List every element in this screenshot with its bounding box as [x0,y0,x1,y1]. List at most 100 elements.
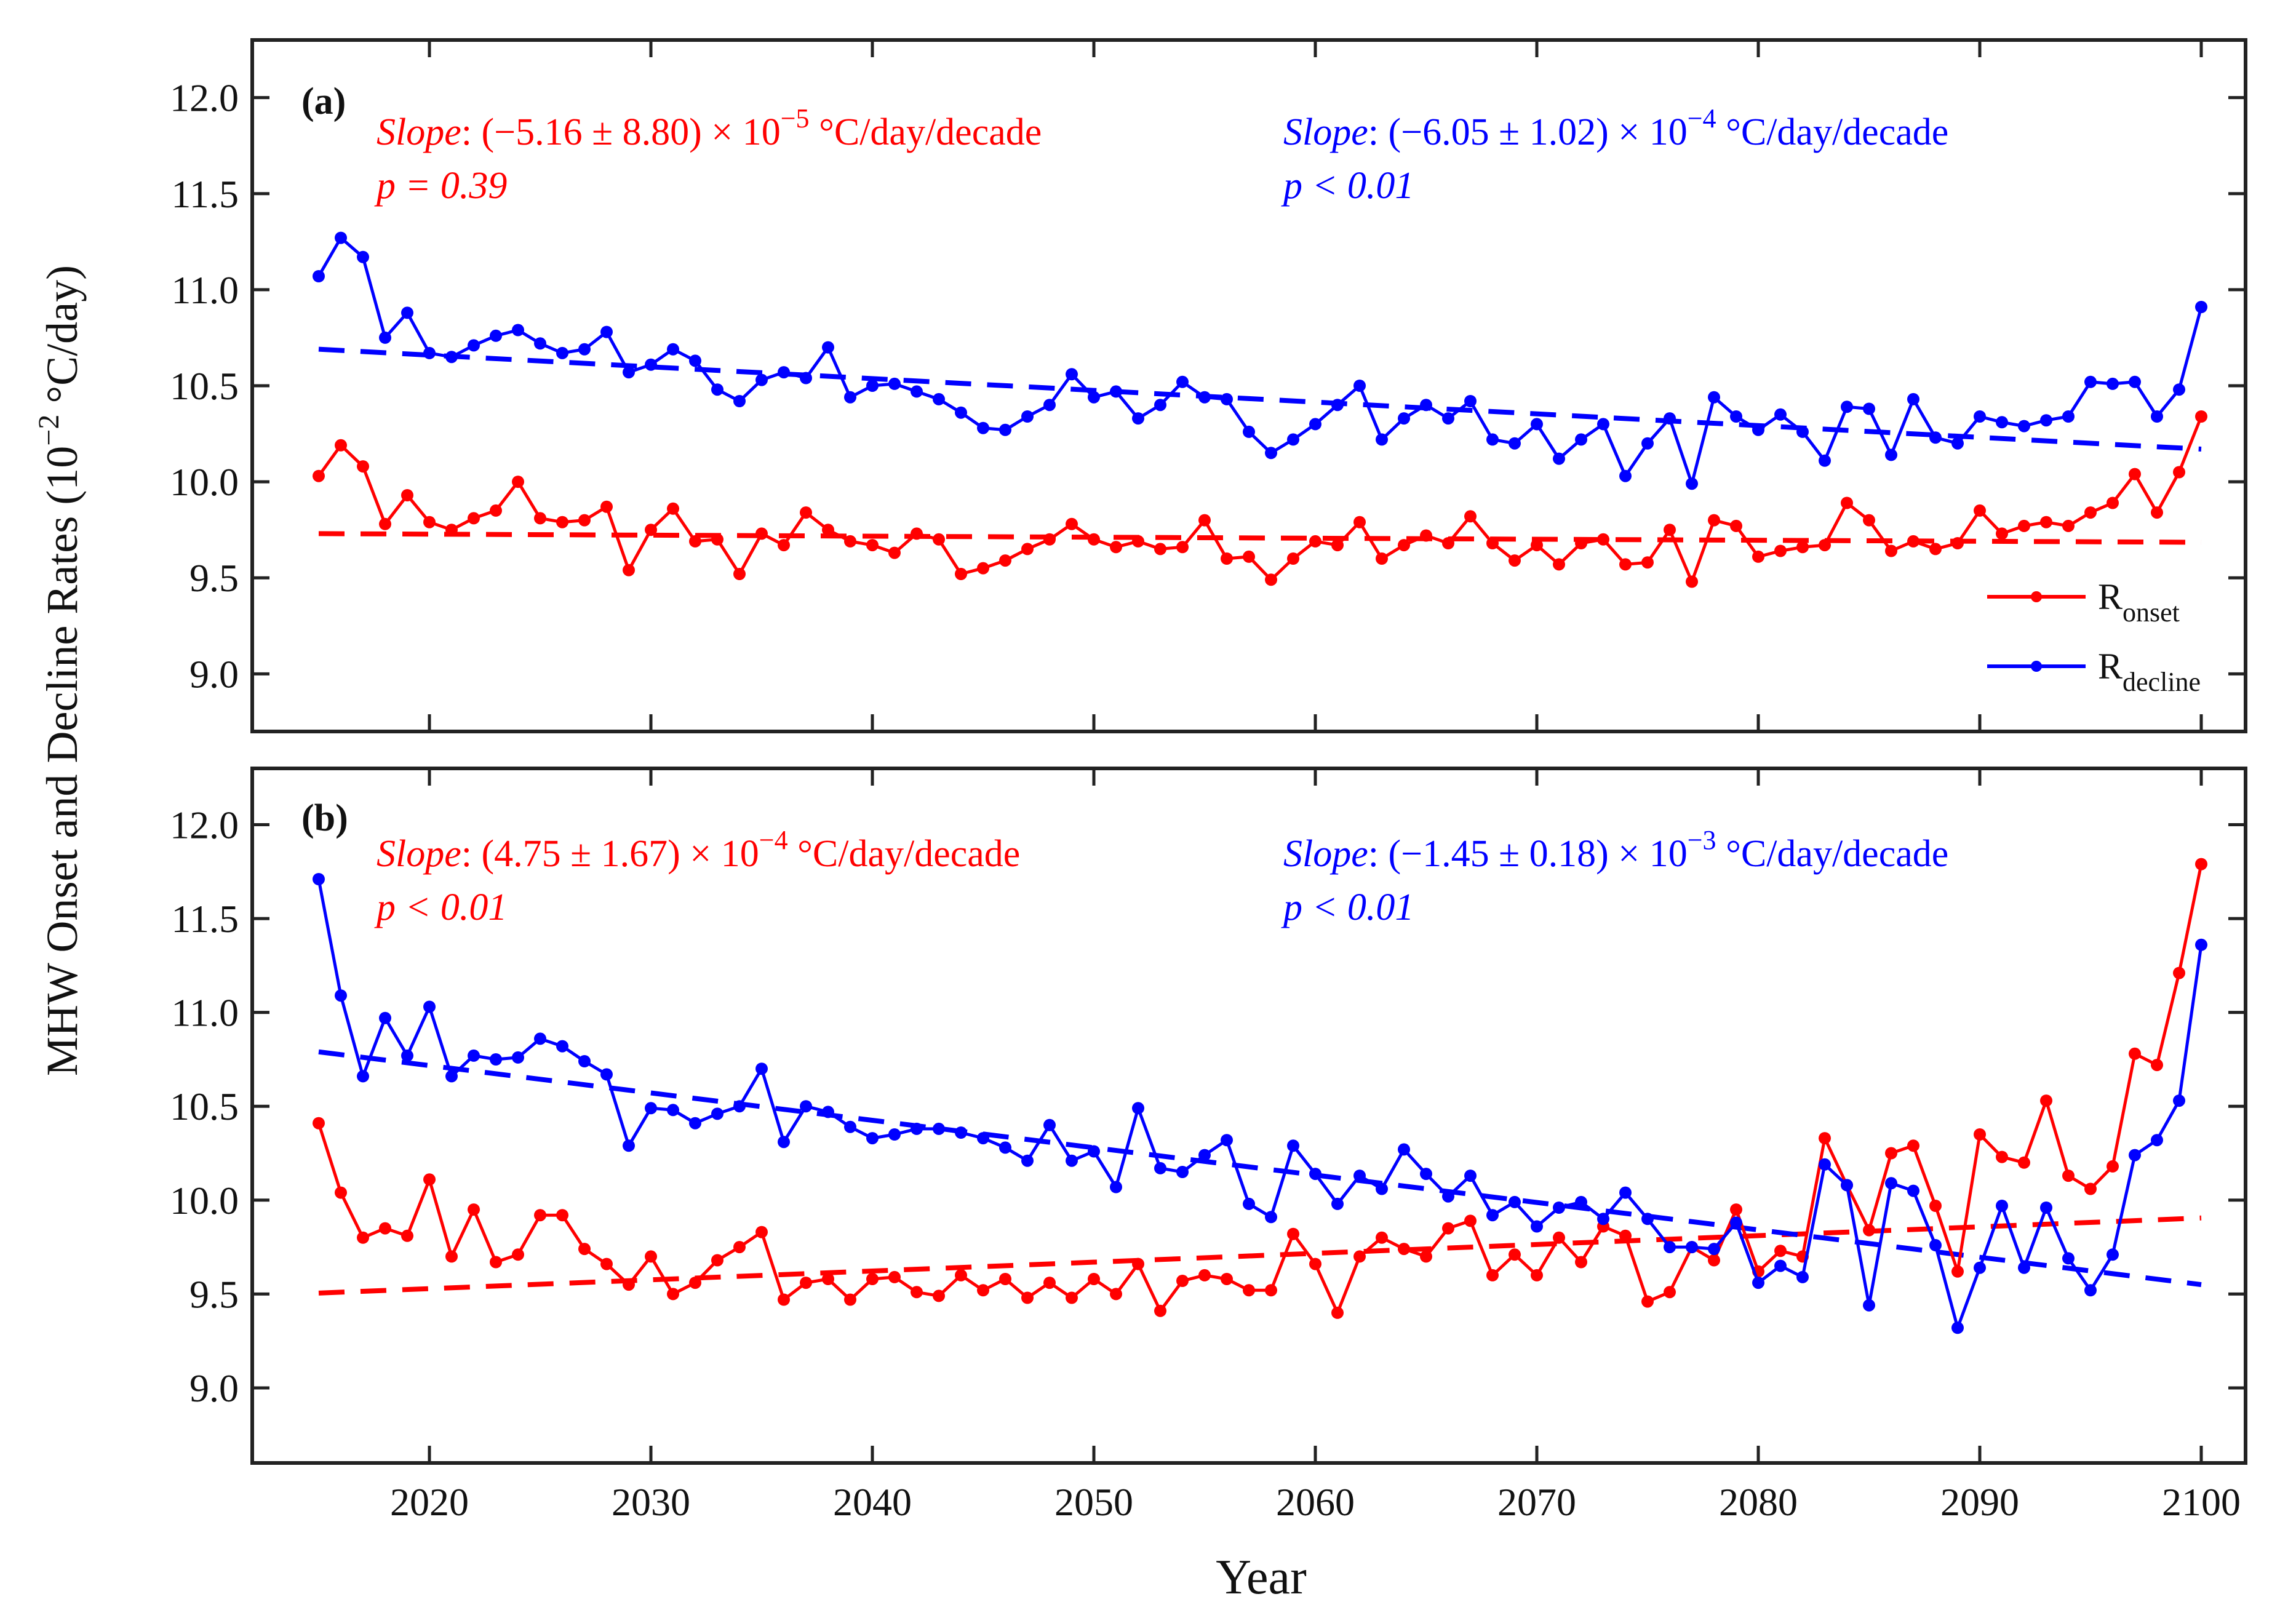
panel-b-r-onset-point [866,1273,879,1285]
panel-a-r-decline-point [2107,377,2119,390]
legend-onset-marker [2031,591,2042,602]
panel-b-r-onset-point [1531,1269,1543,1281]
panel-b-r-onset-point [1509,1248,1521,1261]
panel-b-r-decline-point [1619,1186,1632,1199]
panel-a-r-decline-point [1774,408,1787,421]
xtick-label: 2080 [1719,1480,1798,1524]
panel-a-r-onset-point [955,568,967,580]
panel-a-r-decline-point [1243,425,1255,438]
panel-a-r-decline-point [1110,385,1122,398]
panel-a-r-onset-point [1420,529,1432,542]
panel-a-decline-p: p < 0.01 [1281,165,1414,207]
panel-a-r-decline-point [1442,412,1454,425]
panel-b-r-decline-point [1376,1182,1388,1195]
panel-a-onset-slope: Slope: (−5.16 ± 8.80) × 10−5 °C/day/deca… [377,103,1042,153]
panel-a-r-decline-point [2151,410,2163,423]
panel-b-r-decline-point [866,1132,879,1145]
panel-b-r-onset-point [2107,1160,2119,1173]
panel-a-r-onset-point [1265,573,1277,586]
panel-b-trends [318,1049,2202,1296]
panel-a-r-decline-point [844,391,856,404]
xtick-label: 2090 [1940,1480,2019,1524]
panel-a-r-decline-point [1176,375,1189,388]
panel-b-decline-p: p < 0.01 [1281,887,1414,928]
panel-b-r-onset-point [733,1241,746,1254]
panel-a-r-onset-point [578,514,591,527]
panel-b-r-onset-point [1774,1245,1787,1257]
panel-b-r-onset-point [1043,1277,1056,1289]
panel-a-r-decline-point [1664,412,1676,425]
panel-a-r-decline-point [623,366,635,379]
panel-a-r-decline-point [1929,431,1942,444]
panel-a-r-decline-point [1088,391,1100,404]
panel-b-r-onset-point [1996,1150,2008,1163]
panel-a-r-decline-point [1597,418,1609,431]
panel-b-r-onset-point [2040,1094,2052,1107]
panel-b-r-onset-point [2173,966,2185,979]
panel-a-r-onset-point [1132,535,1144,548]
xtick-label: 2040 [833,1480,912,1524]
panel-b-r-onset-point [1575,1256,1587,1269]
panel-b-r-decline-point [313,873,325,885]
panel-a-r-decline-point [822,341,834,354]
panel-a-r-onset-point [1863,514,1875,527]
panel-b-r-onset-point [933,1289,945,1302]
panel-a-r-decline-point [2018,420,2030,432]
panel-a-r-decline-point [600,325,613,338]
panel-b-ytick-label: 11.0 [171,991,239,1035]
panel-a-r-decline-point [1509,437,1521,450]
panel-b-r-decline-point [1309,1168,1321,1181]
panel-b-r-decline-point [1885,1177,1897,1190]
panel-b-r-onset-point [1730,1203,1742,1216]
panel-a-r-onset-point [1664,524,1676,536]
panel-a-r-decline-point [2062,410,2075,423]
panel-a-r-onset-point [600,500,613,513]
panel-b-r-decline-point [1708,1243,1720,1256]
panel-b-r-decline-point [1819,1158,1831,1171]
panel-b-r-onset-point [1553,1231,1565,1244]
panel-b-r-onset-trend [318,1215,2202,1296]
panel-b-onset-slope: Slope: (4.75 ± 1.67) × 10−4 °C/day/decad… [377,825,1020,875]
panel-a-r-decline-point [1819,454,1831,467]
panel-a-r-decline-point [1951,437,1964,450]
panel-a-r-onset-point [1708,514,1720,527]
panel-a-r-onset-point [1353,516,1366,528]
panel-b-r-onset-point [1907,1139,1919,1152]
panel-b-r-decline-point [556,1040,568,1053]
panel-a-r-onset-trend [318,531,2202,545]
panel-a-r-onset-point [1198,514,1211,527]
panel-b-r-decline-point [1398,1143,1410,1156]
panel-a-r-onset-point [357,460,369,473]
panel-a-r-onset-point [1486,537,1499,549]
panel-a-r-decline-point [1730,410,1742,423]
panel-b-r-decline-point [800,1100,812,1113]
panel-a-r-onset-point [1176,541,1189,554]
panel-a-r-onset-point [2062,519,2075,532]
panel-b-ytick-label: 11.5 [171,897,239,941]
panel-a-decline-slope: Slope: (−6.05 ± 1.02) × 10−4 °C/day/deca… [1283,103,1948,153]
panel-a-r-onset-point [2084,506,2097,519]
panel-a-r-onset-line [317,416,2203,583]
panel-b-r-decline-point [1198,1149,1211,1162]
panel-a-r-decline-point [1464,395,1477,407]
panel-a-r-onset-point [645,524,657,536]
panel-a-r-decline-point [468,339,480,352]
panel-a-r-decline-point [1863,402,1875,415]
panel-b-r-decline-point [755,1062,768,1075]
panel-a-r-onset-point [999,554,1011,567]
panel-a-r-decline-point [1309,418,1321,431]
panel-a-r-decline-point [1885,448,1897,461]
panel-b-r-decline-point [2173,1094,2185,1107]
panel-a-r-onset-point [800,506,812,519]
panel-b-r-decline-point [1907,1184,1919,1197]
panel-b-r-decline-point [1464,1170,1477,1182]
y-axis-label: MHW Onset and Decline Rates (10−2 °C/day… [33,265,87,1076]
panel-b-r-decline-point [1088,1145,1100,1158]
panel-a-r-decline-point [1553,452,1565,465]
panel-a-r-onset-point [1774,544,1787,557]
panel-a-r-onset-point [1819,539,1831,552]
panel-b-r-decline-point [1287,1139,1299,1152]
panel-a-r-onset-point [911,527,923,540]
panel-b-r-decline-point [2151,1134,2163,1147]
panel-a-r-decline-point [866,380,879,392]
